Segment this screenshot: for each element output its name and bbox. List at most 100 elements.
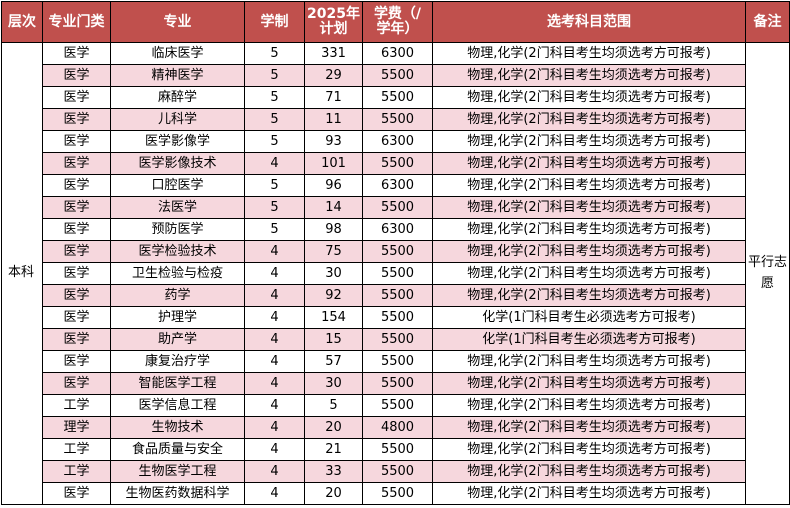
notes-cell: 平行志愿: [745, 42, 790, 505]
category-cell: 医学: [42, 108, 111, 131]
fee-cell: 5500: [362, 460, 433, 483]
header-notes: 备注: [745, 1, 790, 43]
major-cell: 麻醉学: [110, 86, 245, 109]
subjects-cell: 物理,化学(2门科目考生均须选考方可报考): [432, 218, 746, 241]
category-cell: 医学: [42, 350, 111, 373]
table-row: 理学 生物技术 4 20 4800 物理,化学(2门科目考生均须选考方可报考): [2, 416, 790, 439]
major-cell: 医学影像学: [110, 130, 245, 153]
category-cell: 医学: [42, 196, 111, 219]
years-cell: 4: [244, 438, 305, 461]
table-row: 医学 医学影像学 5 93 6300 物理,化学(2门科目考生均须选考方可报考): [2, 130, 790, 153]
plan-cell: 5: [304, 394, 363, 417]
category-cell: 医学: [42, 328, 111, 351]
major-cell: 儿科学: [110, 108, 245, 131]
plan-cell: 331: [304, 42, 363, 65]
major-cell: 医学检验技术: [110, 240, 245, 263]
header-category: 专业门类: [42, 1, 111, 43]
subjects-cell: 物理,化学(2门科目考生均须选考方可报考): [432, 42, 746, 65]
subjects-cell: 化学(1门科目考生必须选考方可报考): [432, 306, 746, 329]
subjects-cell: 物理,化学(2门科目考生均须选考方可报考): [432, 196, 746, 219]
plan-cell: 30: [304, 372, 363, 395]
fee-cell: 5500: [362, 86, 433, 109]
years-cell: 4: [244, 240, 305, 263]
header-fee-line2: 学年）: [376, 21, 419, 37]
major-cell: 口腔医学: [110, 174, 245, 197]
subjects-cell: 物理,化学(2门科目考生均须选考方可报考): [432, 64, 746, 87]
plan-cell: 154: [304, 306, 363, 329]
table-row: 医学 医学影像技术 4 101 5500 物理,化学(2门科目考生均须选考方可报考): [2, 152, 790, 175]
category-cell: 医学: [42, 86, 111, 109]
fee-cell: 6300: [362, 174, 433, 197]
table-row: 医学 助产学 4 15 5500 化学(1门科目考生必须选考方可报考): [2, 328, 790, 351]
major-cell: 智能医学工程: [110, 372, 245, 395]
table-row: 医学 智能医学工程 4 30 5500 物理,化学(2门科目考生均须选考方可报考): [2, 372, 790, 395]
major-cell: 临床医学: [110, 42, 245, 65]
fee-cell: 5500: [362, 108, 433, 131]
category-cell: 医学: [42, 284, 111, 307]
years-cell: 4: [244, 482, 305, 505]
plan-cell: 57: [304, 350, 363, 373]
plan-cell: 15: [304, 328, 363, 351]
plan-cell: 30: [304, 262, 363, 285]
category-cell: 工学: [42, 438, 111, 461]
subjects-cell: 物理,化学(2门科目考生均须选考方可报考): [432, 240, 746, 263]
subjects-cell: 物理,化学(2门科目考生均须选考方可报考): [432, 86, 746, 109]
fee-cell: 5500: [362, 196, 433, 219]
years-cell: 4: [244, 460, 305, 483]
years-cell: 4: [244, 394, 305, 417]
category-cell: 工学: [42, 460, 111, 483]
fee-cell: 5500: [362, 240, 433, 263]
header-fee: 学费（/ 学年）: [362, 1, 433, 43]
subjects-cell: 化学(1门科目考生必须选考方可报考): [432, 328, 746, 351]
category-cell: 医学: [42, 130, 111, 153]
years-cell: 4: [244, 350, 305, 373]
major-cell: 卫生检验与检疫: [110, 262, 245, 285]
years-cell: 4: [244, 284, 305, 307]
header-row: 层次 专业门类 专业 学制 2025年 计划 学费（/ 学年） 选考科目范围 备…: [1, 1, 790, 43]
plan-cell: 101: [304, 152, 363, 175]
plan-cell: 96: [304, 174, 363, 197]
years-cell: 4: [244, 328, 305, 351]
table-row: 医学 预防医学 5 98 6300 物理,化学(2门科目考生均须选考方可报考): [2, 218, 790, 241]
category-cell: 医学: [42, 64, 111, 87]
plan-cell: 20: [304, 416, 363, 439]
table-row: 医学 康复治疗学 4 57 5500 物理,化学(2门科目考生均须选考方可报考): [2, 350, 790, 373]
level-cell: 本科: [1, 42, 43, 505]
table-row: 本科 医学 临床医学 5 331 6300 物理,化学(2门科目考生均须选考方可报考) 平行志…: [1, 42, 790, 505]
years-cell: 5: [244, 218, 305, 241]
table-row: 医学 医学检验技术 4 75 5500 物理,化学(2门科目考生均须选考方可报考): [2, 240, 790, 263]
table-row: 工学 食品质量与安全 4 21 5500 物理,化学(2门科目考生均须选考方可报考): [2, 438, 790, 461]
table-row: 工学 医学信息工程 4 5 5500 物理,化学(2门科目考生均须选考方可报考): [2, 394, 790, 417]
major-cell: 护理学: [110, 306, 245, 329]
plan-cell: 29: [304, 64, 363, 87]
category-cell: 工学: [42, 394, 111, 417]
fee-cell: 6300: [362, 130, 433, 153]
plan-cell: 93: [304, 130, 363, 153]
table-row: 工学 生物医学工程 4 33 5500 物理,化学(2门科目考生均须选考方可报考): [2, 460, 790, 483]
category-cell: 医学: [42, 372, 111, 395]
subjects-cell: 物理,化学(2门科目考生均须选考方可报考): [432, 262, 746, 285]
years-cell: 4: [244, 306, 305, 329]
table-row: 医学 口腔医学 5 96 6300 物理,化学(2门科目考生均须选考方可报考): [2, 174, 790, 197]
subjects-cell: 物理,化学(2门科目考生均须选考方可报考): [432, 482, 746, 505]
category-cell: 医学: [42, 306, 111, 329]
category-cell: 理学: [42, 416, 111, 439]
fee-cell: 5500: [362, 64, 433, 87]
table-row: 医学 精神医学 5 29 5500 物理,化学(2门科目考生均须选考方可报考): [2, 64, 790, 87]
category-cell: 医学: [42, 482, 111, 505]
subjects-cell: 物理,化学(2门科目考生均须选考方可报考): [432, 152, 746, 175]
plan-cell: 71: [304, 86, 363, 109]
category-cell: 医学: [42, 42, 111, 65]
years-cell: 5: [244, 42, 305, 65]
years-cell: 5: [244, 196, 305, 219]
plan-cell: 21: [304, 438, 363, 461]
fee-cell: 5500: [362, 328, 433, 351]
subjects-cell: 物理,化学(2门科目考生均须选考方可报考): [432, 174, 746, 197]
header-level: 层次: [1, 1, 43, 43]
fee-cell: 6300: [362, 42, 433, 65]
category-cell: 医学: [42, 152, 111, 175]
plan-cell: 11: [304, 108, 363, 131]
fee-cell: 5500: [362, 438, 433, 461]
major-cell: 生物技术: [110, 416, 245, 439]
